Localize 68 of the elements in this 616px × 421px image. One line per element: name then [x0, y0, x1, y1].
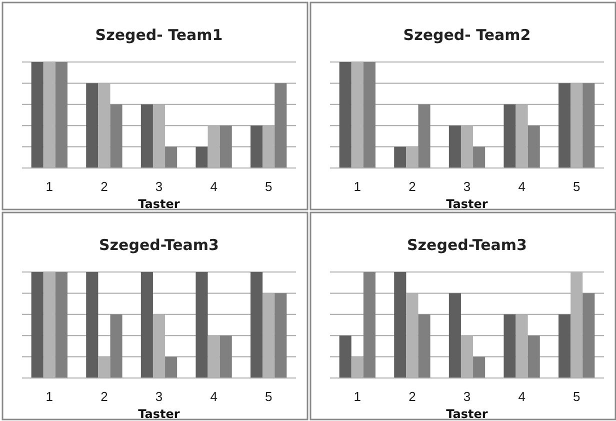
x-tick-label: 1 — [46, 179, 54, 194]
bar — [196, 272, 208, 378]
bar — [31, 272, 44, 378]
bar — [473, 146, 486, 168]
x-axis-title: Taster — [446, 407, 488, 421]
bar — [418, 104, 430, 168]
bar — [448, 126, 461, 168]
bar — [363, 62, 376, 168]
bar — [504, 104, 516, 168]
x-tick-label: 3 — [463, 179, 471, 194]
chart-title: Szeged- Team1 — [95, 26, 223, 44]
x-tick-label: 3 — [155, 179, 163, 194]
bar — [140, 272, 153, 378]
bar — [55, 272, 68, 378]
bar — [110, 104, 122, 168]
x-tick-label: 5 — [264, 179, 272, 194]
bar — [86, 83, 98, 168]
bar — [394, 272, 406, 378]
bar — [220, 126, 232, 168]
bar — [165, 356, 178, 378]
x-tick-label: 5 — [572, 179, 580, 194]
bar — [473, 356, 486, 378]
x-tick-label: 3 — [155, 389, 163, 404]
x-tick-label: 2 — [100, 179, 108, 194]
x-tick-label: 2 — [100, 389, 108, 404]
bar — [528, 126, 540, 168]
bar — [504, 314, 516, 378]
bar — [110, 314, 122, 378]
bar — [250, 126, 263, 168]
x-tick-label: 1 — [354, 389, 362, 404]
bar — [339, 336, 352, 378]
x-tick-label: 4 — [518, 389, 526, 404]
bar — [582, 293, 595, 378]
x-tick-label: 4 — [518, 179, 526, 194]
x-tick-label: 4 — [210, 179, 218, 194]
bar — [31, 62, 44, 168]
bar — [274, 83, 287, 168]
x-tick-label: 2 — [408, 179, 416, 194]
bar — [196, 146, 208, 168]
bar — [165, 146, 178, 168]
bar — [55, 62, 68, 168]
bar — [140, 104, 153, 168]
bar — [528, 336, 540, 378]
x-tick-label: 5 — [572, 389, 580, 404]
x-tick-label: 5 — [264, 389, 272, 404]
x-tick-label: 1 — [354, 179, 362, 194]
bar — [274, 293, 287, 378]
bar — [363, 272, 376, 378]
bar — [339, 62, 352, 168]
x-tick-label: 3 — [463, 389, 471, 404]
bar — [394, 146, 406, 168]
x-axis-title: Taster — [138, 197, 180, 211]
x-axis-title: Taster — [446, 197, 488, 211]
bar — [220, 336, 232, 378]
x-tick-label: 4 — [210, 389, 218, 404]
chart-title: Szeged-Team3 — [99, 236, 219, 254]
bar — [86, 272, 98, 378]
bar — [448, 293, 461, 378]
bar — [418, 314, 430, 378]
x-axis-title: Taster — [138, 407, 180, 421]
bar — [558, 314, 571, 378]
bar — [250, 272, 263, 378]
x-tick-label: 1 — [46, 389, 54, 404]
bar — [558, 83, 571, 168]
chart-title: Szeged- Team2 — [403, 26, 531, 44]
bar — [582, 83, 595, 168]
chart-title: Szeged-Team3 — [407, 236, 527, 254]
x-tick-label: 2 — [408, 389, 416, 404]
